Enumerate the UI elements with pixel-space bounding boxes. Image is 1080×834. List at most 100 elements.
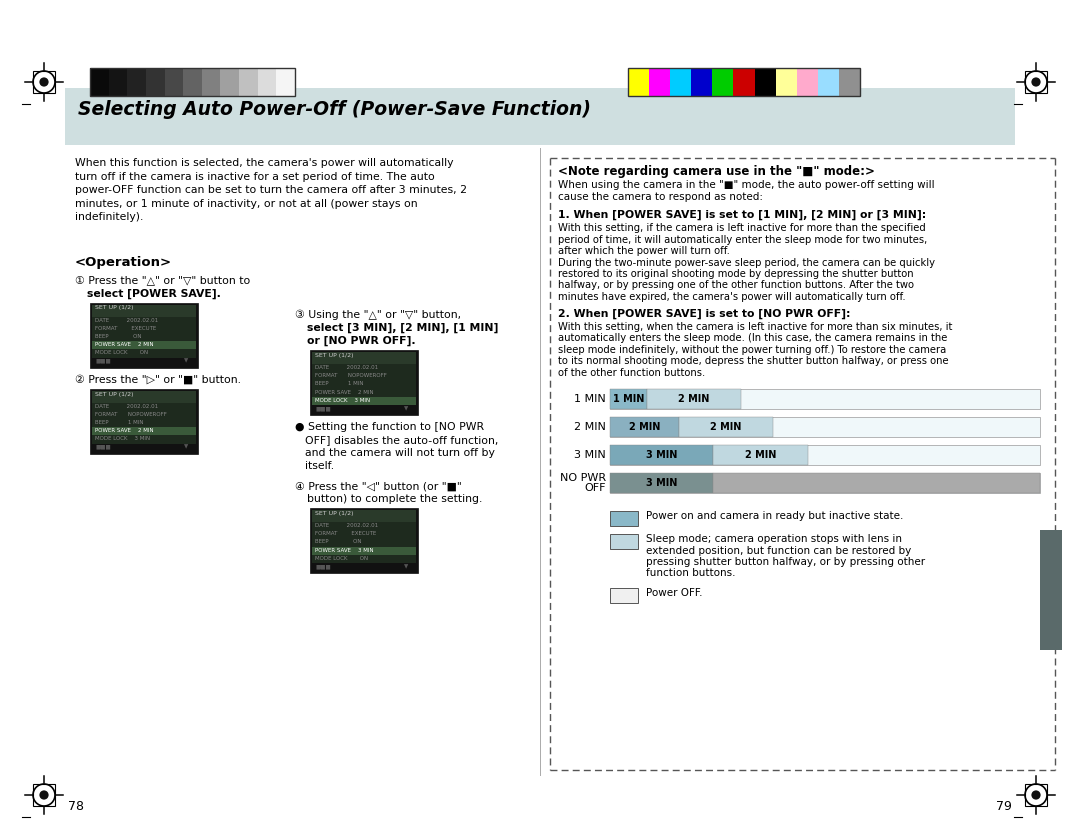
Text: Sleep mode; camera operation stops with lens in: Sleep mode; camera operation stops with … — [646, 534, 902, 544]
Bar — [797, 68, 818, 96]
Bar — [610, 511, 638, 526]
Bar — [610, 389, 1040, 409]
Bar — [127, 68, 146, 96]
Text: 2 MIN: 2 MIN — [711, 422, 742, 432]
Bar — [610, 473, 1040, 493]
Bar — [92, 358, 195, 365]
Text: ▼: ▼ — [184, 445, 188, 450]
Bar — [775, 68, 797, 96]
Text: ④ Press the "◁" button (or "■": ④ Press the "◁" button (or "■" — [295, 481, 462, 491]
Text: 2. When [POWER SAVE] is set to [NO PWR OFF]:: 2. When [POWER SAVE] is set to [NO PWR O… — [558, 309, 851, 319]
Text: POWER SAVE    2 MIN: POWER SAVE 2 MIN — [95, 428, 153, 433]
Text: MODE LOCK    3 MIN: MODE LOCK 3 MIN — [95, 436, 150, 441]
Text: 1 MIN: 1 MIN — [575, 394, 606, 404]
Bar — [90, 303, 198, 368]
Bar — [239, 68, 258, 96]
Text: When using the camera in the "■" mode, the auto power-off setting will: When using the camera in the "■" mode, t… — [558, 180, 934, 190]
Bar — [610, 445, 713, 465]
Bar — [33, 784, 55, 806]
Bar — [202, 68, 220, 96]
Text: halfway, or by pressing one of the other function buttons. After the two: halfway, or by pressing one of the other… — [558, 280, 914, 290]
Text: or [NO PWR OFF].: or [NO PWR OFF]. — [307, 336, 416, 346]
Bar — [92, 341, 195, 349]
Text: Power OFF.: Power OFF. — [646, 588, 702, 598]
Text: DATE          2002.02.01: DATE 2002.02.01 — [315, 365, 378, 370]
Bar — [627, 68, 860, 96]
Bar — [839, 68, 860, 96]
Bar — [713, 445, 808, 465]
Text: 1. When [POWER SAVE] is set to [1 MIN], [2 MIN] or [3 MIN]:: 1. When [POWER SAVE] is set to [1 MIN], … — [558, 210, 927, 220]
Text: SET UP (1/2): SET UP (1/2) — [95, 391, 134, 396]
Text: after which the power will turn off.: after which the power will turn off. — [558, 246, 730, 256]
Text: 3 MIN: 3 MIN — [646, 450, 677, 460]
Text: ▼: ▼ — [404, 564, 408, 569]
Bar — [713, 473, 1040, 493]
Text: During the two-minute power-save sleep period, the camera can be quickly: During the two-minute power-save sleep p… — [558, 258, 935, 268]
Text: SET UP (1/2): SET UP (1/2) — [95, 305, 134, 310]
Text: FORMAT      NOPOWEROFF: FORMAT NOPOWEROFF — [95, 412, 167, 417]
Bar — [184, 68, 202, 96]
Bar — [310, 350, 418, 415]
Text: MODE LOCK       ON: MODE LOCK ON — [315, 555, 368, 560]
Bar — [92, 304, 195, 365]
Bar — [679, 417, 773, 437]
Bar — [312, 563, 416, 571]
Bar — [92, 444, 195, 451]
Text: ■■■: ■■■ — [316, 406, 332, 411]
Bar — [0, 0, 1080, 145]
Text: Selecting Auto Power-Off (Power-Save Function): Selecting Auto Power-Off (Power-Save Fun… — [78, 100, 591, 119]
Text: NO PWR
OFF: NO PWR OFF — [559, 473, 606, 494]
Text: ■■■: ■■■ — [96, 359, 111, 364]
Bar — [647, 389, 741, 409]
Text: BEEP           1 MIN: BEEP 1 MIN — [315, 381, 364, 386]
Text: 3 MIN: 3 MIN — [646, 478, 677, 488]
Text: ■■■: ■■■ — [316, 564, 332, 569]
Bar — [312, 546, 416, 555]
Bar — [755, 68, 775, 96]
Text: DATE          2002.02.01: DATE 2002.02.01 — [315, 523, 378, 528]
Bar — [92, 304, 195, 316]
Text: FORMAT        EXECUTE: FORMAT EXECUTE — [315, 531, 376, 536]
Text: indefinitely).: indefinitely). — [75, 212, 144, 222]
Bar — [90, 68, 295, 96]
Bar — [691, 68, 713, 96]
Bar — [90, 389, 198, 454]
Bar — [146, 68, 164, 96]
Bar — [713, 68, 733, 96]
Bar — [610, 389, 647, 409]
Text: to its normal shooting mode, depress the shutter button halfway, or press one: to its normal shooting mode, depress the… — [558, 356, 948, 366]
Text: period of time, it will automatically enter the sleep mode for two minutes,: period of time, it will automatically en… — [558, 234, 928, 244]
Bar — [1025, 784, 1047, 806]
Bar — [312, 510, 416, 571]
Text: select [POWER SAVE].: select [POWER SAVE]. — [87, 289, 221, 299]
Bar — [610, 417, 1040, 437]
Bar — [649, 68, 671, 96]
Text: ▼: ▼ — [184, 359, 188, 364]
Text: itself.: itself. — [305, 461, 334, 471]
Text: pressing shutter button halfway, or by pressing other: pressing shutter button halfway, or by p… — [646, 557, 926, 567]
Text: 1 MIN: 1 MIN — [612, 394, 644, 404]
Circle shape — [39, 791, 49, 800]
Text: 2 MIN: 2 MIN — [678, 394, 710, 404]
Text: ② Press the "▷" or "■" button.: ② Press the "▷" or "■" button. — [75, 374, 241, 384]
Bar — [312, 405, 416, 413]
Bar — [312, 510, 416, 522]
Text: extended position, but function can be restored by: extended position, but function can be r… — [646, 545, 912, 555]
Text: BEEP           1 MIN: BEEP 1 MIN — [95, 420, 144, 425]
Text: sleep mode indefinitely, without the power turning off.) To restore the camera: sleep mode indefinitely, without the pow… — [558, 344, 946, 354]
Circle shape — [39, 78, 49, 87]
Bar — [671, 68, 691, 96]
Text: SET UP (1/2): SET UP (1/2) — [315, 511, 353, 516]
Text: and the camera will not turn off by: and the camera will not turn off by — [305, 448, 495, 458]
Bar — [818, 68, 839, 96]
Text: <Note regarding camera use in the "■" mode:>: <Note regarding camera use in the "■" mo… — [558, 165, 875, 178]
Text: POWER SAVE    3 MIN: POWER SAVE 3 MIN — [315, 548, 374, 553]
Text: MODE LOCK    3 MIN: MODE LOCK 3 MIN — [315, 398, 370, 403]
Bar — [258, 68, 276, 96]
Text: FORMAT        EXECUTE: FORMAT EXECUTE — [95, 326, 157, 331]
Bar — [627, 68, 649, 96]
Bar — [109, 68, 127, 96]
Text: automatically enters the sleep mode. (In this case, the camera remains in the: automatically enters the sleep mode. (In… — [558, 333, 947, 343]
Bar — [733, 68, 755, 96]
Text: With this setting, if the camera is left inactive for more than the specified: With this setting, if the camera is left… — [558, 223, 926, 233]
